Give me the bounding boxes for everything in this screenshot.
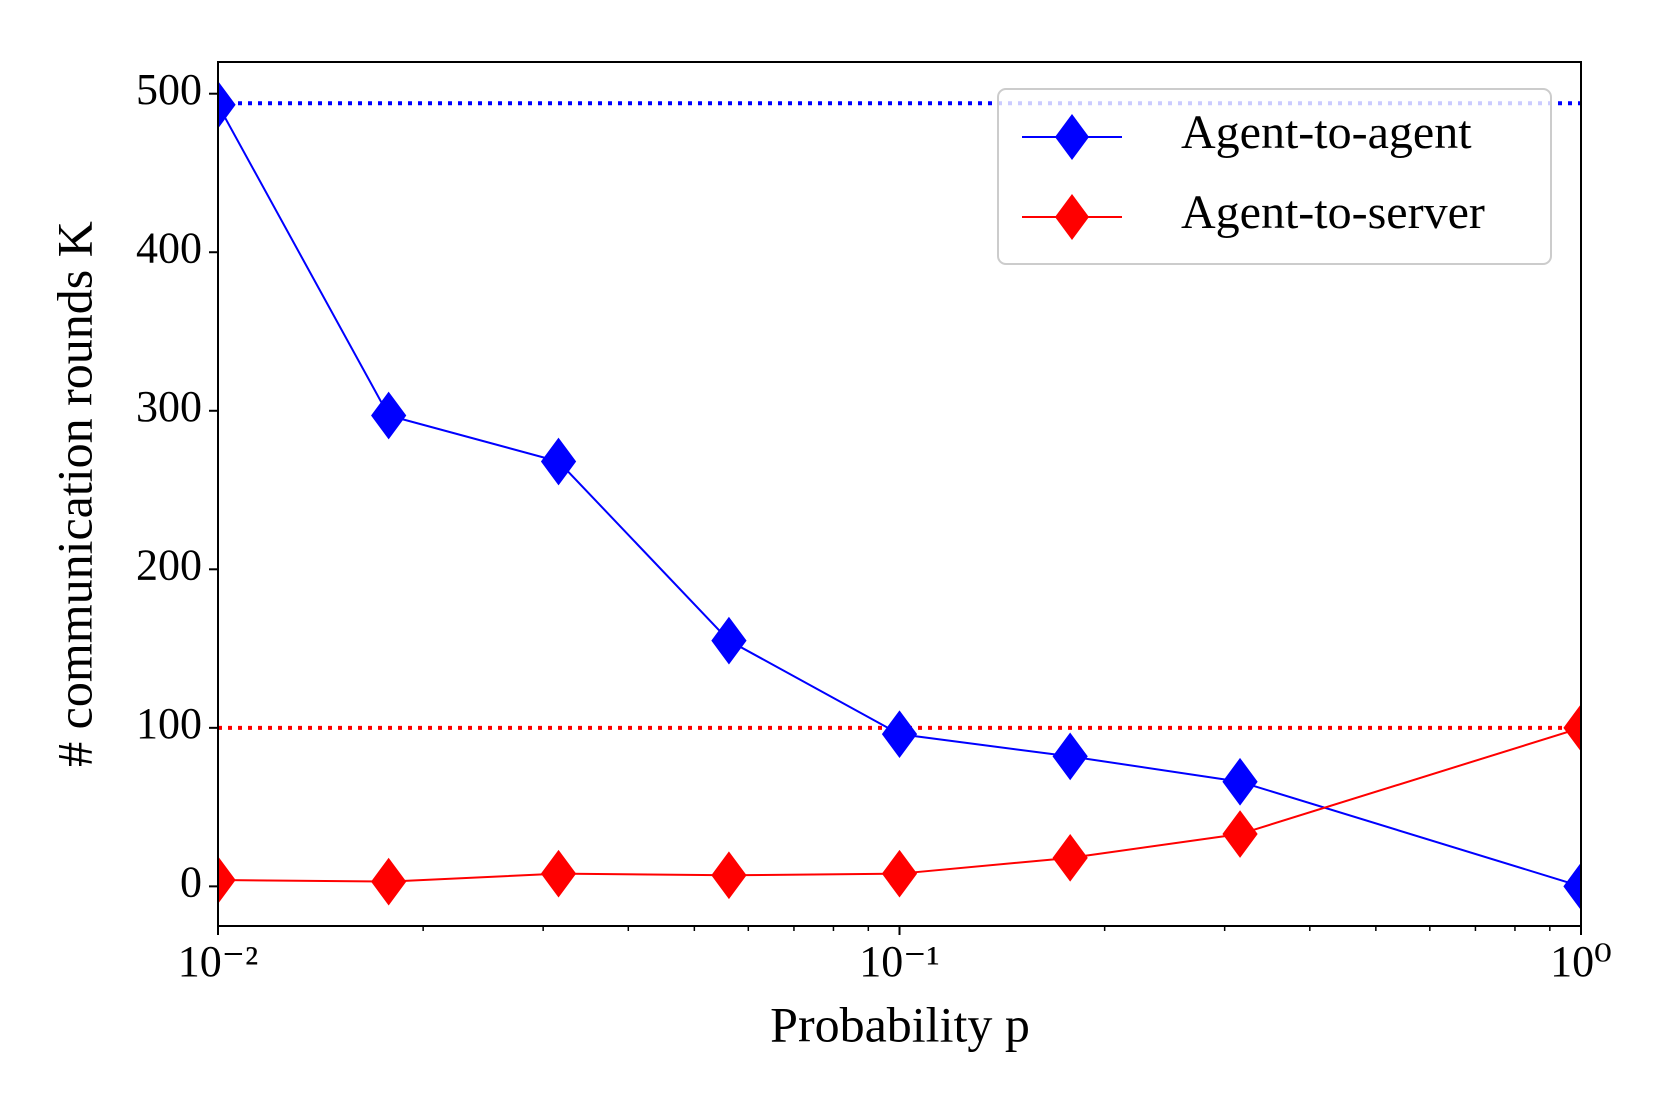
x-tick-label: 10⁰: [1550, 937, 1612, 986]
marker: [881, 710, 918, 759]
y-tick-label: 100: [136, 699, 202, 748]
y-tick-label: 0: [180, 857, 202, 906]
marker: [711, 616, 747, 665]
y-axis-label: # communication rounds K: [46, 221, 102, 767]
legend-marker: [1055, 114, 1089, 160]
marker: [881, 849, 918, 898]
legend-label: Agent-to-server: [1181, 186, 1485, 239]
marker: [540, 849, 577, 898]
marker: [218, 856, 236, 904]
series-line: [218, 726, 1581, 883]
marker: [1052, 833, 1088, 882]
legend-label: Agent-to-agent: [1181, 106, 1472, 159]
plot-area: [218, 80, 1581, 911]
x-tick-label: 10⁻¹: [859, 937, 939, 986]
y-tick-label: 500: [136, 65, 202, 114]
x-axis-label: Probability p: [770, 996, 1030, 1052]
marker: [371, 391, 407, 440]
marker: [1563, 703, 1581, 752]
y-tick-label: 200: [136, 540, 202, 589]
legend-box: [997, 88, 1552, 265]
legend-marker: [1055, 194, 1089, 240]
x-tick-label: 10⁻²: [178, 937, 258, 986]
marker: [711, 851, 747, 900]
marker: [371, 857, 407, 906]
y-tick-label: 400: [136, 223, 202, 272]
marker: [540, 437, 577, 486]
marker: [218, 80, 236, 129]
marker: [1052, 732, 1088, 781]
series-line: [218, 104, 1581, 888]
marker: [1222, 810, 1258, 858]
marker: [1222, 757, 1258, 806]
y-tick-label: 300: [136, 382, 202, 431]
plot-frame: [217, 61, 1582, 927]
marker: [1563, 862, 1581, 911]
